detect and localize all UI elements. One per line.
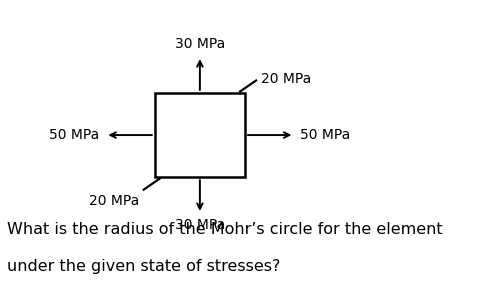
Text: 20 MPa: 20 MPa bbox=[261, 72, 311, 86]
Text: 50 MPa: 50 MPa bbox=[49, 128, 99, 142]
Text: 30 MPa: 30 MPa bbox=[175, 37, 225, 51]
Text: 20 MPa: 20 MPa bbox=[89, 194, 140, 208]
Text: 50 MPa: 50 MPa bbox=[300, 128, 351, 142]
Bar bbox=[155, 93, 245, 177]
Text: What is the radius of the Mohr’s circle for the element: What is the radius of the Mohr’s circle … bbox=[7, 222, 442, 237]
Text: 30 MPa: 30 MPa bbox=[175, 218, 225, 232]
Text: under the given state of stresses?: under the given state of stresses? bbox=[7, 259, 280, 274]
